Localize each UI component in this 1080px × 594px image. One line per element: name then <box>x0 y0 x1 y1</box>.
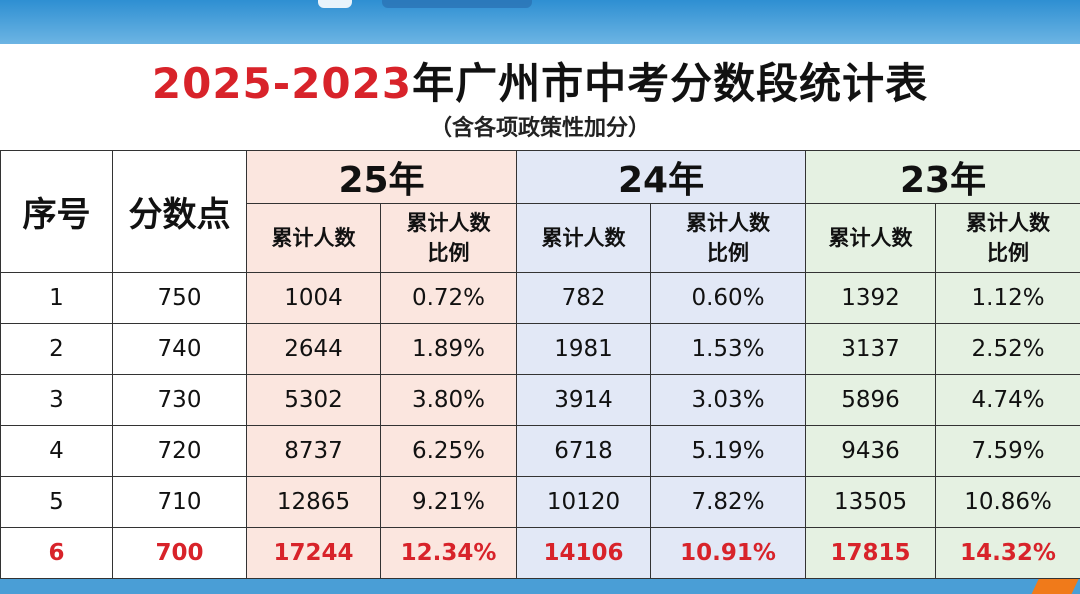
header-ratio-24: 累计人数 比例 <box>650 203 807 273</box>
cell-ratio-25: 6.25% <box>379 425 518 477</box>
cell-score: 710 <box>112 476 247 528</box>
cell-score: 750 <box>112 272 247 324</box>
table-row-highlighted: 6 700 17244 12.34% 14106 10.91% 17815 14… <box>0 527 1080 579</box>
header-ratio-25: 累计人数 比例 <box>379 203 518 273</box>
title-text: 年广州市中考分数段统计表 <box>412 59 929 108</box>
cell-ratio-25: 12.34% <box>379 527 518 579</box>
cell-ratio-24: 1.53% <box>650 323 807 375</box>
cell-count-25: 8737 <box>246 425 381 477</box>
page-subtitle: （含各项政策性加分） <box>429 116 650 141</box>
header-ratio-23: 累计人数 比例 <box>935 203 1080 273</box>
header-score: 分数点 <box>112 150 247 273</box>
cell-ratio-25: 0.72% <box>379 272 518 324</box>
cell-index: 6 <box>0 527 113 579</box>
cell-ratio-23: 7.59% <box>935 425 1080 477</box>
cell-count-25: 17244 <box>246 527 381 579</box>
header-count-23: 累计人数 <box>805 203 937 273</box>
cell-index: 2 <box>0 323 113 375</box>
cell-ratio-24: 0.60% <box>650 272 807 324</box>
cell-ratio-24: 3.03% <box>650 374 807 426</box>
cell-ratio-24: 10.91% <box>650 527 807 579</box>
cell-ratio-23: 1.12% <box>935 272 1080 324</box>
cell-ratio-23: 2.52% <box>935 323 1080 375</box>
top-background-band <box>0 0 1080 46</box>
header-count-24: 累计人数 <box>516 203 652 273</box>
cell-count-23: 17815 <box>805 527 937 579</box>
cell-ratio-24: 5.19% <box>650 425 807 477</box>
table-row: 3 730 5302 3.80% 3914 3.03% 5896 4.74% <box>0 374 1080 426</box>
score-statistics-table: 序号 分数点 25年 24年 23年 累计人数 累计人数 比例 累计人数 累计人数… <box>0 150 1080 579</box>
header-year-23: 23年 <box>805 150 1080 204</box>
cell-count-23: 3137 <box>805 323 937 375</box>
table-row: 2 740 2644 1.89% 1981 1.53% 3137 2.52% <box>0 323 1080 375</box>
cell-score: 700 <box>112 527 247 579</box>
cell-ratio-25: 9.21% <box>379 476 518 528</box>
cell-count-24: 6718 <box>516 425 652 477</box>
cell-count-23: 13505 <box>805 476 937 528</box>
cell-index: 3 <box>0 374 113 426</box>
cell-count-25: 5302 <box>246 374 381 426</box>
cell-count-24: 10120 <box>516 476 652 528</box>
table-row: 4 720 8737 6.25% 6718 5.19% 9436 7.59% <box>0 425 1080 477</box>
header-count-25: 累计人数 <box>246 203 381 273</box>
decorative-shape <box>318 0 352 8</box>
cell-ratio-24: 7.82% <box>650 476 807 528</box>
cell-index: 1 <box>0 272 113 324</box>
decorative-shape <box>382 0 532 8</box>
cell-score: 720 <box>112 425 247 477</box>
cell-index: 4 <box>0 425 113 477</box>
cell-count-23: 1392 <box>805 272 937 324</box>
cell-score: 730 <box>112 374 247 426</box>
header-year-25: 25年 <box>245 150 518 204</box>
cell-ratio-23: 10.86% <box>935 476 1080 528</box>
cell-index: 5 <box>0 476 113 528</box>
title-years: 2025-2023 <box>151 59 413 108</box>
table-row: 1 750 1004 0.72% 782 0.60% 1392 1.12% <box>0 272 1080 324</box>
cell-count-23: 5896 <box>805 374 937 426</box>
cell-count-24: 1981 <box>516 323 652 375</box>
cell-ratio-23: 4.74% <box>935 374 1080 426</box>
cell-ratio-25: 3.80% <box>379 374 518 426</box>
table-row: 5 710 12865 9.21% 10120 7.82% 13505 10.8… <box>0 476 1080 528</box>
cell-count-25: 2644 <box>246 323 381 375</box>
cell-count-23: 9436 <box>805 425 937 477</box>
cell-ratio-23: 14.32% <box>935 527 1080 579</box>
header-index: 序号 <box>0 150 113 273</box>
cell-count-25: 1004 <box>246 272 381 324</box>
page-title: 2025-2023年广州市中考分数段统计表 <box>0 50 1080 111</box>
cell-score: 740 <box>112 323 247 375</box>
bottom-background-band <box>0 576 1080 594</box>
cell-count-24: 782 <box>516 272 652 324</box>
cell-count-25: 12865 <box>246 476 381 528</box>
cell-ratio-25: 1.89% <box>379 323 518 375</box>
cell-count-24: 14106 <box>516 527 652 579</box>
header-year-24: 24年 <box>516 150 807 204</box>
cell-count-24: 3914 <box>516 374 652 426</box>
